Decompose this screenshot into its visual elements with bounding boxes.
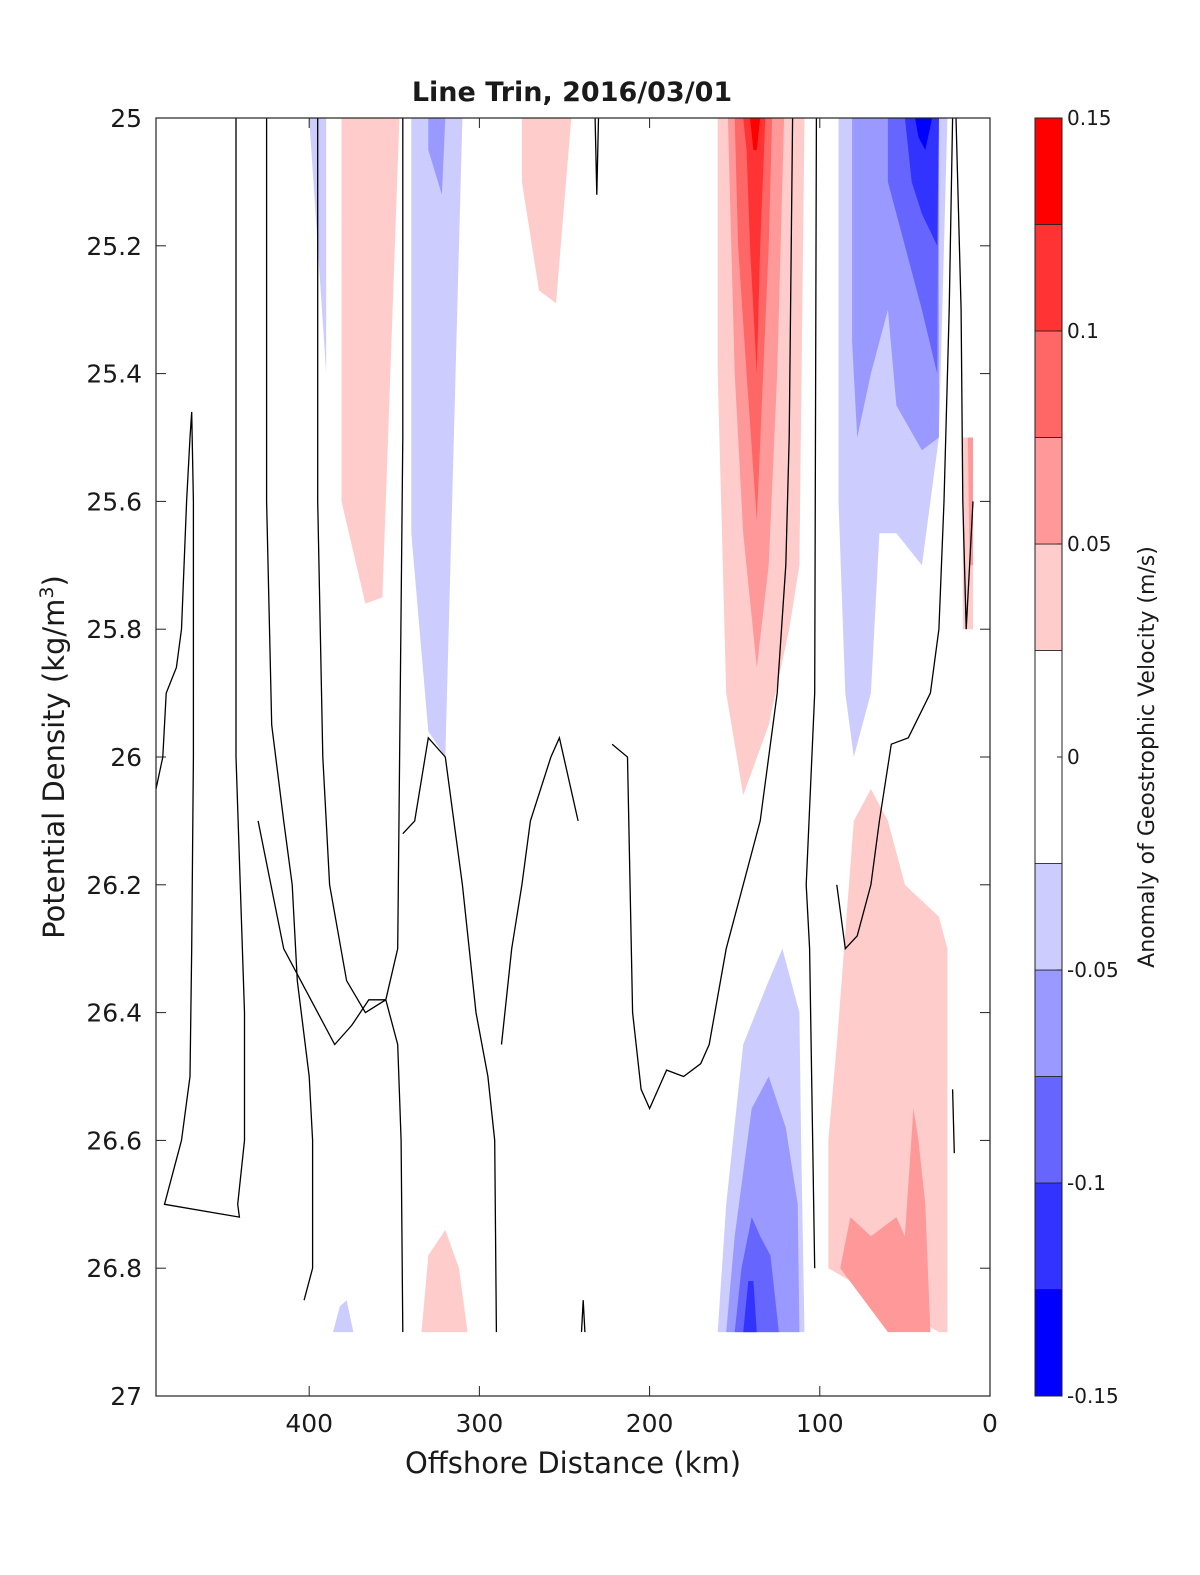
contour-line-10	[836, 117, 954, 951]
contour-line-11	[955, 117, 974, 630]
contour-line-8	[611, 117, 794, 1111]
contour-line-7	[594, 117, 600, 195]
filled-region-13	[904, 118, 939, 246]
x-tick-label: 300	[456, 1409, 504, 1438]
contour-line-5	[500, 735, 579, 1045]
filled-region-2	[411, 118, 463, 757]
x-tick-label: 100	[796, 1409, 844, 1438]
y-axis-label: Potential Density (kg/m3)	[36, 575, 71, 939]
filled-region-20	[743, 1281, 757, 1333]
filled-region-3	[428, 118, 446, 195]
colorbar-swatch	[1034, 1289, 1063, 1397]
x-tick-label: 200	[626, 1409, 674, 1438]
filled-region-19	[734, 1217, 779, 1333]
filled-region-9	[750, 118, 761, 150]
filled-region-22	[840, 1108, 931, 1333]
y-tick-label: 25	[110, 104, 142, 133]
contour-line-9	[805, 117, 818, 1269]
y-axis-label-main: Potential Density (kg/m	[37, 599, 71, 939]
x-axis: 400 300 200 100 0	[285, 118, 998, 1438]
colorbar-tick-label: -0.05	[1067, 958, 1119, 982]
y-axis-label-close: )	[37, 575, 71, 586]
colorbar-tick-label: -0.15	[1067, 1384, 1119, 1408]
contour-line-4	[402, 736, 498, 1333]
x-tick-label: 400	[285, 1409, 333, 1438]
colorbar-tick-label: 0.05	[1067, 532, 1112, 556]
colorbar-tick-label: 0.15	[1067, 106, 1112, 130]
y-tick-label: 25.6	[86, 487, 142, 516]
colorbar-swatch	[1034, 224, 1063, 332]
colorbar-tick-label: -0.1	[1067, 1171, 1106, 1195]
filled-region-14	[915, 118, 933, 150]
contour-lines	[155, 117, 974, 1333]
filled-region-4	[521, 118, 572, 304]
contour-line-12	[951, 1089, 955, 1154]
contour-line-1	[265, 118, 314, 1301]
y-axis: 25 25.2 25.4 25.6 25.8 26 26.2 26.4 26.6 26.8 27	[86, 104, 990, 1411]
colorbar-swatch	[1034, 543, 1063, 651]
x-tick-label: 0	[982, 1409, 998, 1438]
contour-line-2	[317, 118, 404, 1014]
colorbar: 0.15 0.1 0.05 0 -0.05 -0.1 -0.15	[1034, 106, 1119, 1408]
filled-region-7	[734, 118, 773, 521]
y-tick-label: 26.8	[86, 1254, 142, 1283]
colorbar-label: Anomaly of Geostrophic Velocity (m/s)	[1135, 546, 1160, 968]
colorbar-swatch	[1034, 437, 1063, 545]
colorbar-swatch	[1034, 863, 1063, 971]
plot-area	[155, 117, 991, 1397]
colorbar-swatch	[1034, 969, 1063, 1077]
filled-region-1	[341, 118, 400, 604]
colorbar-tick-label: 0.1	[1067, 319, 1099, 343]
y-tick-label: 26	[110, 743, 142, 772]
contour-line-6	[580, 1300, 586, 1333]
y-tick-label: 26.6	[86, 1126, 142, 1155]
y-tick-label: 26.4	[86, 999, 142, 1028]
y-tick-label: 27	[110, 1382, 142, 1411]
colorbar-tick-label: 0	[1067, 745, 1080, 769]
x-axis-label: Offshore Distance (km)	[405, 1446, 741, 1480]
colorbar-swatch	[1034, 117, 1063, 225]
y-tick-label: 25.2	[86, 232, 142, 261]
chart-title: Line Trin, 2016/03/01	[412, 77, 732, 108]
filled-region-8	[743, 118, 766, 374]
colorbar-swatch	[1034, 330, 1063, 438]
filled-contours	[309, 118, 973, 1333]
y-tick-label: 26.2	[86, 871, 142, 900]
colorbar-swatch	[1034, 1076, 1063, 1184]
contour-line-3	[257, 820, 404, 1333]
y-tick-label: 25.8	[86, 615, 142, 644]
y-tick-label: 25.4	[86, 360, 142, 389]
filled-region-24	[333, 1300, 354, 1333]
contour-line-0	[155, 118, 246, 1218]
filled-region-23	[421, 1229, 468, 1333]
y-axis-label-superscript: 3	[36, 586, 58, 598]
colorbar-swatch	[1034, 1182, 1063, 1290]
